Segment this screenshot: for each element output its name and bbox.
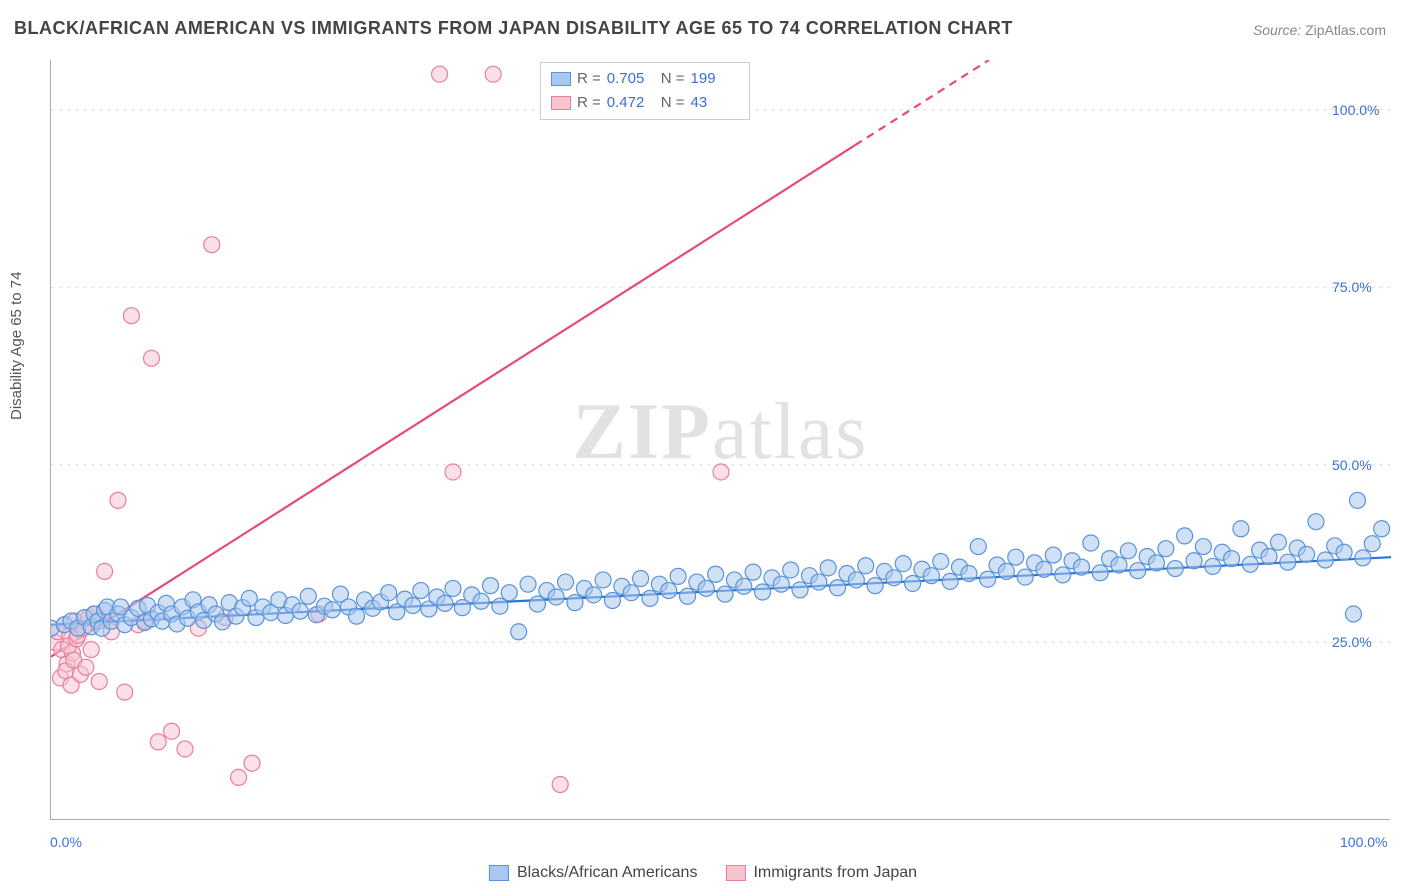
y-tick-label: 50.0% [1332, 457, 1372, 473]
legend-item-pink: Immigrants from Japan [725, 864, 917, 882]
plot-area: ZIPatlas [50, 60, 1390, 820]
r-value-pink: 0.472 [607, 91, 655, 115]
n-value-pink: 43 [691, 91, 739, 115]
legend-swatch-pink [725, 865, 745, 881]
r-label: R = [577, 91, 601, 115]
y-tick-label: 100.0% [1332, 102, 1379, 118]
series-legend: Blacks/African Americans Immigrants from… [489, 864, 917, 882]
n-label: N = [661, 67, 685, 91]
scatter-svg [51, 60, 1391, 820]
y-tick-label: 75.0% [1332, 279, 1372, 295]
y-axis-label: Disability Age 65 to 74 [8, 272, 25, 420]
chart-container: BLACK/AFRICAN AMERICAN VS IMMIGRANTS FRO… [0, 0, 1406, 892]
x-tick-label: 0.0% [50, 834, 82, 850]
correlation-row-blue: R = 0.705 N = 199 [551, 67, 739, 91]
source-credit: Source: ZipAtlas.com [1253, 22, 1386, 38]
chart-title: BLACK/AFRICAN AMERICAN VS IMMIGRANTS FRO… [14, 18, 1013, 39]
legend-swatch-blue [551, 72, 571, 86]
legend-swatch-pink [551, 96, 571, 110]
r-value-blue: 0.705 [607, 67, 655, 91]
y-tick-label: 25.0% [1332, 634, 1372, 650]
correlation-row-pink: R = 0.472 N = 43 [551, 91, 739, 115]
r-label: R = [577, 67, 601, 91]
legend-swatch-blue [489, 865, 509, 881]
x-tick-label: 100.0% [1340, 834, 1387, 850]
legend-label-pink: Immigrants from Japan [753, 864, 917, 881]
source-name: ZipAtlas.com [1305, 22, 1386, 38]
source-label: Source: [1253, 22, 1301, 38]
correlation-legend: R = 0.705 N = 199 R = 0.472 N = 43 [540, 62, 750, 120]
n-label: N = [661, 91, 685, 115]
legend-label-blue: Blacks/African Americans [517, 864, 698, 881]
legend-item-blue: Blacks/African Americans [489, 864, 698, 882]
n-value-blue: 199 [691, 67, 739, 91]
